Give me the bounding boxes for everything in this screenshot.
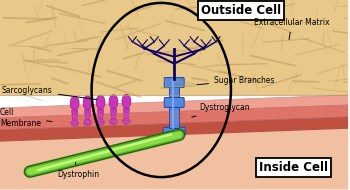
Polygon shape [0,105,348,130]
Ellipse shape [122,118,131,124]
Ellipse shape [96,95,105,109]
Ellipse shape [97,119,105,125]
Text: Dystroglycan: Dystroglycan [192,103,250,117]
Text: Dystrophin: Dystrophin [58,162,100,179]
Polygon shape [0,129,348,190]
Polygon shape [124,108,130,121]
Polygon shape [111,109,117,122]
Polygon shape [98,109,104,122]
FancyBboxPatch shape [163,127,185,135]
Text: Outside Cell: Outside Cell [201,4,281,17]
Polygon shape [85,110,91,123]
Ellipse shape [122,94,131,108]
Ellipse shape [84,120,92,126]
Text: Cell
Membrane: Cell Membrane [0,108,52,128]
FancyBboxPatch shape [164,78,184,88]
Text: Extracellular Matrix: Extracellular Matrix [254,18,329,40]
FancyBboxPatch shape [164,97,184,107]
Ellipse shape [83,96,92,110]
FancyBboxPatch shape [0,0,348,95]
Polygon shape [0,95,348,118]
Ellipse shape [70,96,79,110]
Ellipse shape [110,119,118,125]
Text: Inside Cell: Inside Cell [259,161,328,174]
Polygon shape [72,110,78,123]
Ellipse shape [109,95,118,109]
FancyBboxPatch shape [169,84,179,128]
Polygon shape [0,117,348,142]
Text: Sarcoglycans: Sarcoglycans [2,86,97,100]
Ellipse shape [71,120,79,126]
Text: Sugar Branches: Sugar Branches [197,76,274,85]
